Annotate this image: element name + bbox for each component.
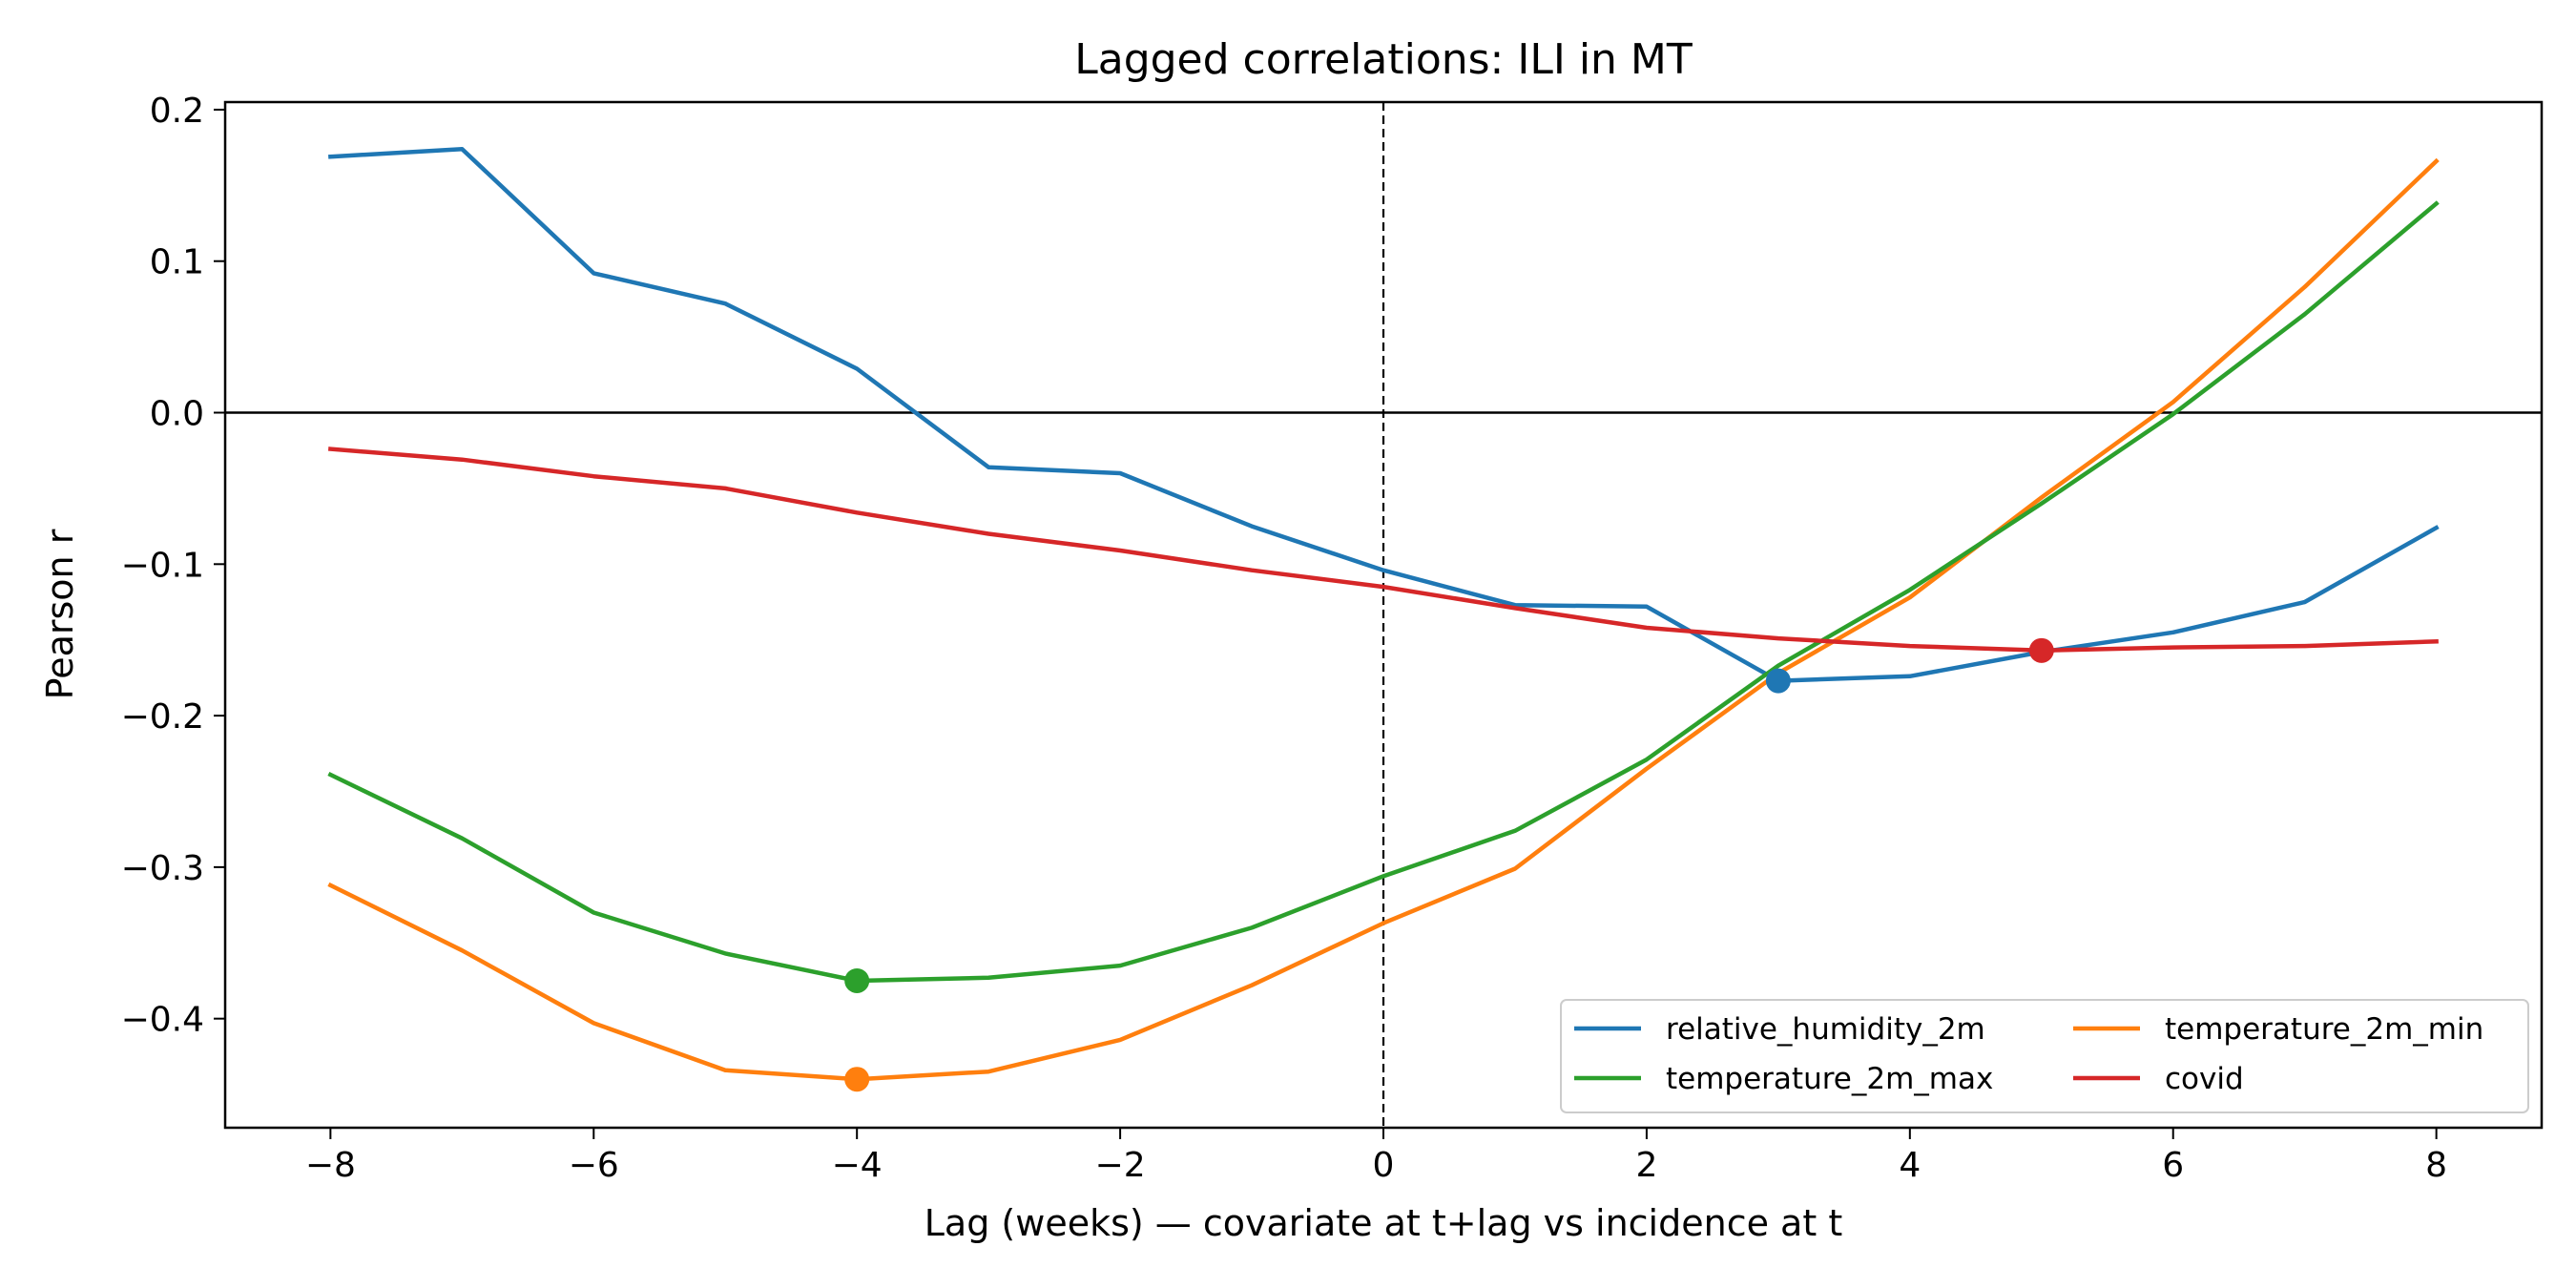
series-line-temperature_2m_max (327, 200, 2440, 984)
series-marker-temperature_2m_min (844, 1067, 870, 1092)
series-marker-temperature_2m_max (844, 967, 870, 993)
legend-label: covid (2165, 1062, 2244, 1096)
y-tick-label: −0.4 (121, 1001, 204, 1040)
x-tick-label: 2 (1635, 1146, 1657, 1185)
legend-box (1560, 999, 2529, 1113)
legend-label: temperature_2m_max (1666, 1062, 1993, 1096)
y-axis-label: Pearson r (39, 529, 81, 699)
y-tick-label: 0.2 (150, 92, 204, 131)
series-lines (327, 146, 2440, 1082)
series-line-temperature_2m_min (327, 157, 2440, 1082)
y-tick-label: −0.3 (121, 849, 204, 888)
x-tick-label: −6 (569, 1146, 619, 1185)
x-axis-label: Lag (weeks) — covariate at t+lag vs inci… (924, 1202, 1842, 1244)
y-tick-label: 0.0 (150, 395, 204, 434)
y-tick-label: −0.2 (121, 697, 204, 737)
y-tick-label: −0.1 (121, 546, 204, 585)
x-tick-label: 4 (1899, 1146, 1921, 1185)
x-tick-label: 0 (1373, 1146, 1395, 1185)
series-marker-covid (2028, 637, 2054, 663)
x-tick-label: 6 (2162, 1146, 2184, 1185)
x-tick-label: −4 (832, 1146, 883, 1185)
legend: relative_humidity_2m temperature_2m_minte… (1560, 999, 2529, 1113)
x-tick-label: −2 (1095, 1146, 1146, 1185)
y-tick-label: 0.1 (150, 243, 204, 282)
legend-label: relative_humidity_2m (1666, 1012, 1985, 1047)
x-axis: −8 −6 −4 −2 0 2 4 6 8 (305, 1128, 2447, 1185)
series-marker-relative_humidity_2m (1765, 668, 1791, 694)
series-line-covid (327, 447, 2439, 654)
series-markers (844, 637, 2054, 1092)
legend-label: temperature_2m_min (2165, 1012, 2483, 1047)
series-line-relative_humidity_2m (328, 146, 2440, 683)
chart-title: Lagged correlations: ILI in MT (1074, 35, 1693, 84)
x-tick-label: 8 (2425, 1146, 2447, 1185)
x-tick-label: −8 (305, 1146, 356, 1185)
y-axis: 0.2 0.1 0.0 −0.1 −0.2 −0.3 −0.4 (121, 92, 225, 1040)
